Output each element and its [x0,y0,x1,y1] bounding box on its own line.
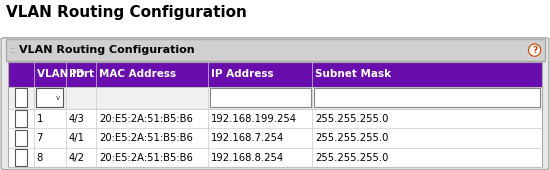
Text: VLAN Routing Configuration: VLAN Routing Configuration [6,5,246,20]
Text: IP Address: IP Address [211,69,274,79]
Text: VLAN ID: VLAN ID [37,69,84,79]
Text: 8: 8 [37,153,43,163]
Text: Subnet Mask: Subnet Mask [315,69,391,79]
Bar [15,130,28,147]
Bar [314,88,540,107]
Bar [8,109,542,128]
Text: 255.255.255.0: 255.255.255.0 [315,133,388,143]
Text: 4/2: 4/2 [69,153,85,163]
Bar [36,88,63,107]
Text: 20:E5:2A:51:B5:B6: 20:E5:2A:51:B5:B6 [99,114,193,124]
Text: 4/3: 4/3 [69,114,85,124]
Text: VLAN Routing Configuration: VLAN Routing Configuration [19,45,195,55]
Bar [8,62,542,87]
Text: 192.168.199.254: 192.168.199.254 [211,114,297,124]
Text: 192.168.8.254: 192.168.8.254 [211,153,284,163]
Text: 7: 7 [37,133,43,143]
Text: 255.255.255.0: 255.255.255.0 [315,153,388,163]
FancyBboxPatch shape [1,38,549,170]
Bar [8,148,542,167]
Bar [15,149,28,166]
Text: Port: Port [69,69,94,79]
Bar [15,88,28,107]
Text: 1: 1 [37,114,43,124]
Bar [210,88,311,107]
Text: 20:E5:2A:51:B5:B6: 20:E5:2A:51:B5:B6 [99,133,193,143]
Text: 20:E5:2A:51:B5:B6: 20:E5:2A:51:B5:B6 [99,153,193,163]
Bar [6,39,544,61]
Bar [15,110,28,127]
Text: 255.255.255.0: 255.255.255.0 [315,114,388,124]
Text: v: v [56,95,60,101]
Bar [8,62,542,167]
Text: ::: :: [10,45,16,55]
Text: 192.168.7.254: 192.168.7.254 [211,133,284,143]
Text: ?: ? [532,46,537,55]
Text: 4/1: 4/1 [69,133,85,143]
Text: MAC Address: MAC Address [99,69,176,79]
Bar [8,87,542,109]
Bar [8,128,542,148]
